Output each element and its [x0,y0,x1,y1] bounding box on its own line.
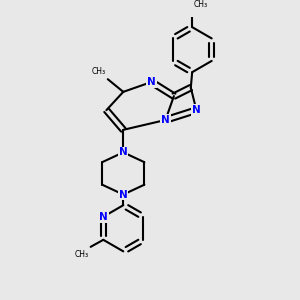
Text: CH₃: CH₃ [74,250,88,259]
Text: N: N [119,190,128,200]
Text: CH₃: CH₃ [194,0,208,9]
Text: N: N [119,147,128,157]
Text: N: N [147,77,156,87]
Text: CH₃: CH₃ [92,68,106,76]
Text: N: N [192,105,201,115]
Text: N: N [161,115,170,125]
Text: N: N [99,212,108,222]
